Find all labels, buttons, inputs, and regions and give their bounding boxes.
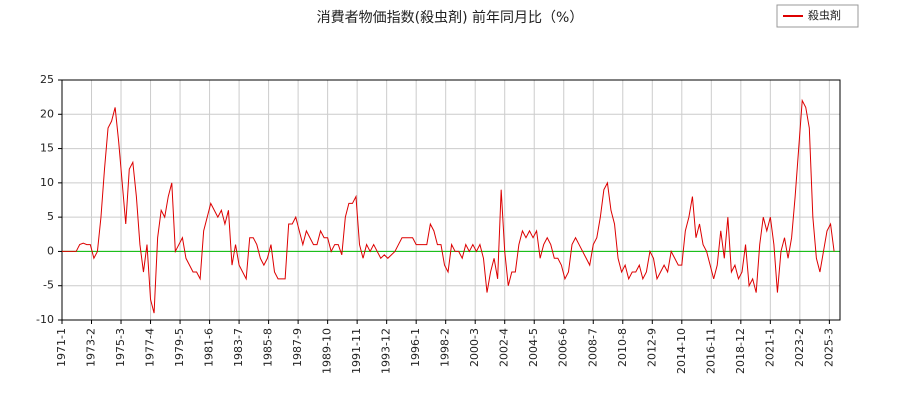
x-tick-label: 2025-3 bbox=[822, 328, 835, 367]
legend-label: 殺虫剤 bbox=[808, 8, 841, 22]
x-tick-label: 1971-1 bbox=[55, 328, 68, 367]
x-tick-label: 2004-5 bbox=[527, 328, 540, 367]
x-tick-label: 1985-8 bbox=[262, 328, 275, 367]
x-tick-label: 1993-12 bbox=[380, 328, 393, 374]
plot-area bbox=[62, 80, 840, 320]
x-tick-label: 1979-5 bbox=[173, 328, 186, 367]
x-tick-label: 1998-2 bbox=[439, 328, 452, 367]
data-line bbox=[62, 98, 835, 314]
x-tick-label: 1983-7 bbox=[232, 328, 245, 367]
y-tick-label: 5 bbox=[47, 210, 54, 223]
plot-frame bbox=[61, 79, 841, 321]
x-tick-label: 2023-2 bbox=[793, 328, 806, 367]
x-tick-label: 2006-6 bbox=[557, 328, 570, 367]
x-tick-label: 2000-3 bbox=[468, 328, 481, 367]
x-tick-label: 2008-7 bbox=[586, 328, 599, 367]
x-tick-label: 2018-12 bbox=[734, 328, 747, 374]
x-tick-label: 2012-9 bbox=[645, 328, 658, 367]
y-tick-label: 0 bbox=[47, 244, 54, 257]
y-tick-label: 15 bbox=[40, 142, 54, 155]
legend: 殺虫剤 bbox=[776, 4, 859, 28]
y-tick-label: 25 bbox=[40, 73, 54, 86]
x-tick-label: 1996-1 bbox=[409, 328, 422, 367]
x-tick-label: 1973-2 bbox=[85, 328, 98, 367]
x-tick-label: 2002-4 bbox=[498, 328, 511, 367]
x-tick-label: 2010-8 bbox=[616, 328, 629, 367]
chart-title: 消費者物価指数(殺虫剤) 前年同月比（%） bbox=[317, 9, 584, 26]
x-tick-label: 1991-11 bbox=[350, 328, 363, 374]
x-tick-label: 1987-9 bbox=[291, 328, 304, 367]
x-tick-label: 1977-4 bbox=[144, 328, 157, 367]
y-tick-label: -10 bbox=[36, 313, 54, 326]
legend-box bbox=[776, 4, 859, 28]
y-tick-label: 10 bbox=[40, 176, 54, 189]
x-tick-label: 2014-10 bbox=[675, 328, 688, 374]
x-tick-label: 1989-10 bbox=[321, 328, 334, 374]
x-tick-label: 2016-11 bbox=[704, 328, 717, 374]
x-tick-label: 2021-1 bbox=[763, 328, 776, 367]
y-tick-label: -5 bbox=[43, 279, 54, 292]
x-tick-label: 1981-6 bbox=[203, 328, 216, 367]
y-tick-label: 20 bbox=[40, 107, 54, 120]
x-tick-label: 1975-3 bbox=[114, 328, 127, 367]
